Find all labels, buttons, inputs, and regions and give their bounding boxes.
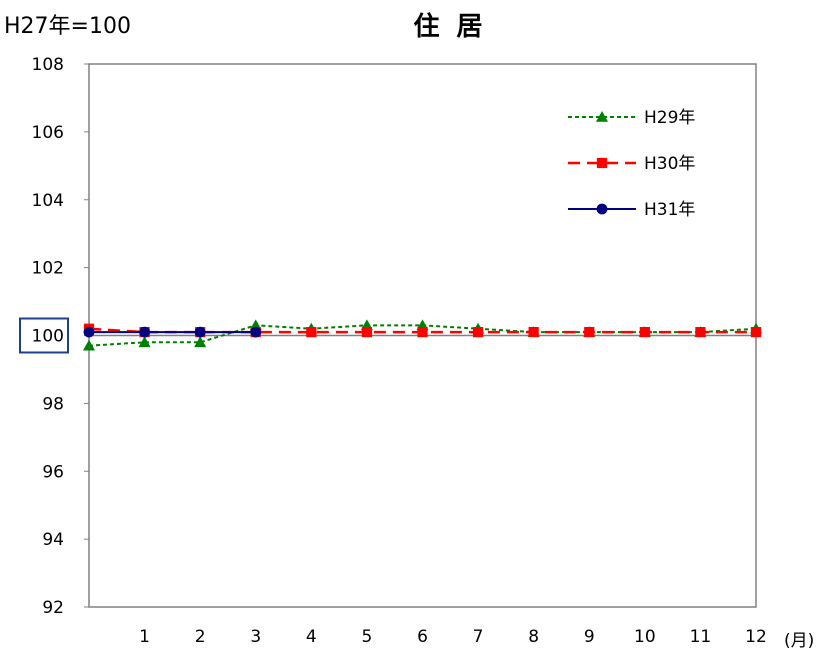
data-point-H30年-9 [584, 327, 595, 338]
data-point-H30年-7 [472, 327, 484, 338]
x-tick-label-4: 4 [306, 627, 317, 647]
data-point-H30年-4 [306, 327, 317, 338]
y-tick-label-106: 106 [32, 123, 64, 143]
x-tick-label-5: 5 [362, 627, 373, 647]
x-axis-ticks: 1 2 3 4 5 6 7 8 9 10 11 12 [139, 627, 767, 647]
data-point-H31年-3 [250, 326, 262, 338]
data-point-H29年-1 [138, 336, 151, 348]
y-tick-label-94: 94 [42, 530, 64, 550]
x-tick-label-12: 12 [745, 627, 767, 647]
data-point-H31年-0 [83, 326, 95, 338]
data-point-H29年-2 [194, 336, 207, 348]
series-layer [83, 319, 762, 351]
series-H31年 [83, 326, 262, 338]
data-point-H30年-10 [639, 327, 650, 338]
x-tick-label-11: 11 [690, 627, 712, 647]
legend: H29年 H30年 H31年 [568, 108, 695, 220]
data-point-H30年-11 [695, 327, 706, 338]
data-point-H30年-6 [417, 327, 428, 338]
x-tick-label-3: 3 [250, 627, 261, 647]
data-point-H30年-8 [528, 327, 539, 338]
x-tick-label-1: 1 [139, 627, 150, 647]
y-tick-label-92: 92 [42, 598, 64, 618]
x-tick-label-8: 8 [528, 627, 539, 647]
chart-title: 住 居 [413, 12, 487, 42]
x-tick-label-9: 9 [584, 627, 595, 647]
y-tick-label-96: 96 [42, 462, 64, 482]
x-axis-unit-label: (月) [784, 631, 814, 651]
legend-marker-H29年 [596, 111, 608, 122]
legend-label-H29年: H29年 [644, 108, 695, 128]
legend-label-H31年: H31年 [644, 200, 695, 220]
legend-marker-H31年 [596, 203, 608, 215]
data-point-H31年-1 [139, 326, 150, 338]
legend-label-H30年: H30年 [644, 154, 695, 174]
data-point-H30年-12 [750, 327, 762, 338]
y-tick-label-104: 104 [32, 191, 64, 211]
data-point-H29年-0 [83, 339, 95, 351]
y-tick-label-102: 102 [32, 259, 64, 279]
base-year-label: H27年=100 [4, 14, 131, 39]
x-tick-label-10: 10 [634, 627, 656, 647]
y-tick-highlight-box [19, 317, 69, 354]
legend-marker-H30年 [596, 157, 608, 169]
y-tick-label-108: 108 [32, 55, 64, 75]
y-tick-label-98: 98 [42, 394, 64, 414]
y-tick-label-100: 100 [32, 327, 64, 347]
x-tick-label-6: 6 [417, 627, 428, 647]
data-point-H30年-5 [361, 327, 373, 338]
data-point-H31年-2 [194, 326, 206, 338]
y-axis-ticks: 92 94 96 98 100 102 104 106 108 [19, 55, 89, 618]
x-tick-label-7: 7 [473, 627, 484, 647]
x-tick-label-2: 2 [195, 627, 206, 647]
